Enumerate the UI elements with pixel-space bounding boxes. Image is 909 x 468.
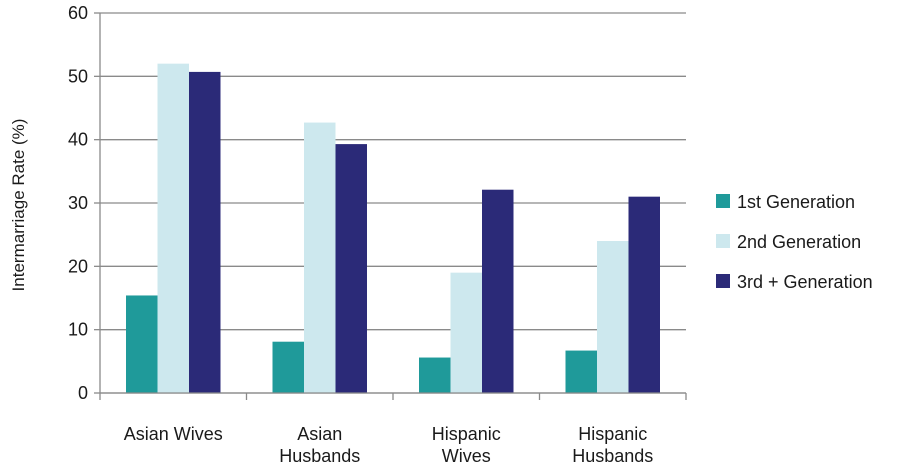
y-tick-label: 0 <box>78 383 88 403</box>
y-axis-title: Intermarriage Rate (%) <box>9 119 28 292</box>
legend-swatch-2 <box>716 234 730 248</box>
legend-swatch-1 <box>716 194 730 208</box>
y-tick-label: 20 <box>68 256 88 276</box>
bar-1-2 <box>272 341 304 393</box>
y-axis-ticks: 0 10 20 30 40 50 60 <box>68 3 100 403</box>
bar-2-2 <box>304 122 336 394</box>
legend-label-3: 3rd + Generation <box>737 272 873 292</box>
x-category-label-line: Husbands <box>572 446 653 466</box>
bar-3-2 <box>335 144 367 393</box>
bar-1-3 <box>419 357 451 393</box>
bar-2-4 <box>597 241 629 393</box>
x-category-label-line: Hispanic <box>578 424 647 444</box>
y-tick-label: 60 <box>68 3 88 23</box>
x-category-label: Asian Wives <box>124 424 223 444</box>
legend-label-2: 2nd Generation <box>737 232 861 252</box>
x-category-label: Hispanic Wives <box>432 424 501 466</box>
x-category-label-line: Wives <box>442 446 491 466</box>
bar-2-1 <box>157 63 189 394</box>
x-category-label-line: Hispanic <box>432 424 501 444</box>
legend-swatch-3 <box>716 274 730 288</box>
bar-3-4 <box>628 196 660 393</box>
x-category-label: Hispanic Husbands <box>572 424 653 466</box>
x-category-label-line: Husbands <box>279 446 360 466</box>
bar-1-1 <box>126 295 158 393</box>
x-category-label-line: Asian <box>297 424 342 444</box>
bars <box>126 63 660 394</box>
x-category-label: Asian Husbands <box>279 424 360 466</box>
legend-label-1: 1st Generation <box>737 192 855 212</box>
bar-1-4 <box>565 350 597 393</box>
y-tick-label: 30 <box>68 193 88 213</box>
bar-3-3 <box>482 189 514 393</box>
y-tick-label: 50 <box>68 66 88 86</box>
y-tick-label: 10 <box>68 320 88 340</box>
bar-2-3 <box>450 272 482 393</box>
y-tick-label: 40 <box>68 130 88 150</box>
legend: 1st Generation 2nd Generation 3rd + Genera… <box>716 192 873 292</box>
bar-3-1 <box>189 71 221 394</box>
x-category-label-line: Asian Wives <box>124 424 223 444</box>
